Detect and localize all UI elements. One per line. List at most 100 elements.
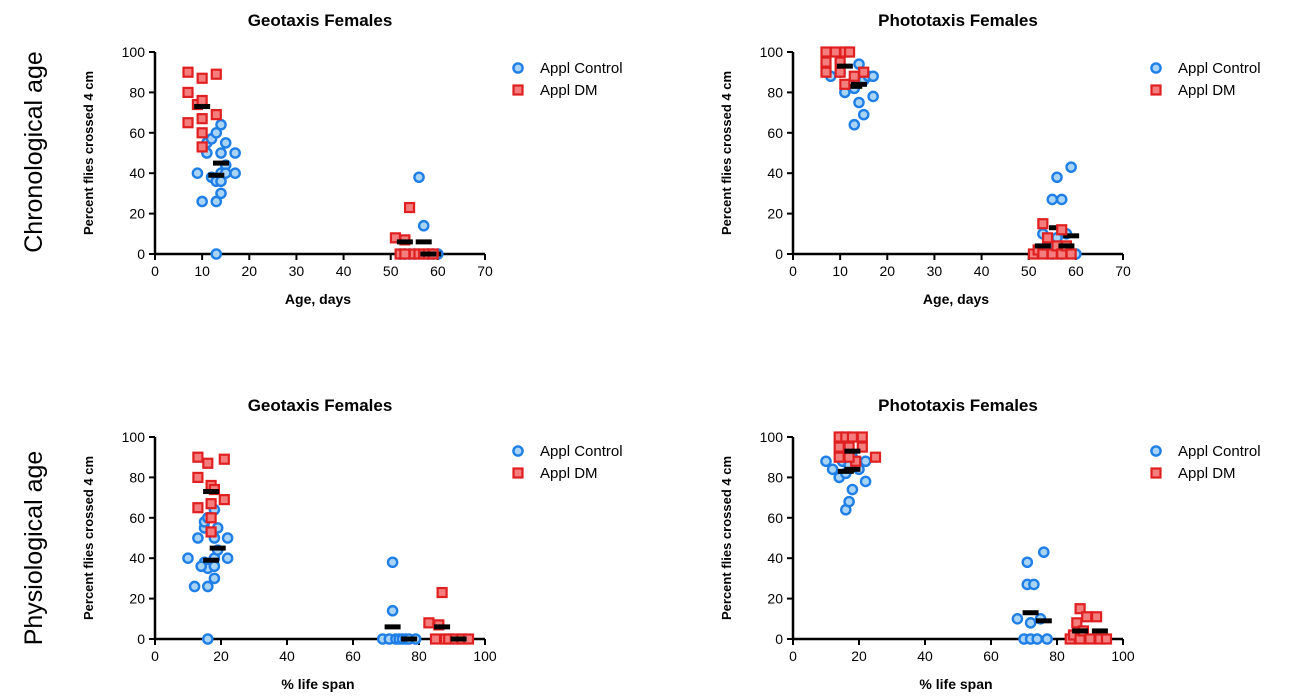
dm-point [399,248,411,260]
dm-point [205,512,217,524]
control-point [1031,633,1043,645]
x-tick-label: 40 [917,648,933,664]
y-tick-label: 60 [767,510,783,526]
mean-bar [401,636,418,642]
mean-bar [851,81,867,87]
chart-panel-2: Phototaxis Females 0 20 40 60 80 100 0 10 20 30 40 5… [719,11,1261,307]
x-tick-label: 10 [194,263,210,279]
legend-label: Appl DM [540,82,598,99]
y-tick-label: 0 [775,246,783,262]
control-point [859,455,872,468]
dm-point [856,431,868,443]
dm-point [843,46,856,58]
mean-bar [1058,243,1075,249]
control-point [208,560,221,573]
legend-dm-marker [1150,467,1162,479]
control-point [1051,171,1063,184]
chart-title: Geotaxis Females [248,11,393,30]
legend-dm-marker [512,467,524,479]
dm-point [1041,232,1054,244]
dm-point [1037,218,1049,230]
y-tick-label: 0 [137,246,145,262]
control-point [1041,633,1053,645]
control-point [1028,578,1040,591]
legend-label: Appl Control [1178,60,1261,77]
control-point [215,187,227,200]
dm-point [196,141,208,153]
y-tick-label: 80 [767,84,783,100]
row-label: Physiological age [20,451,48,646]
y-tick-label: 40 [767,165,783,181]
mean-bar [1091,628,1108,634]
dm-point [182,86,194,99]
dm-point [843,451,855,463]
control-point [413,171,425,184]
control-point [1021,556,1034,569]
y-tick-label: 0 [775,631,783,647]
mean-bar [384,624,401,630]
control-point [1065,161,1077,173]
y-tick-label: 100 [122,429,146,445]
control-point [208,572,221,585]
legend-dm-marker [1150,84,1162,96]
control-point [192,532,204,544]
mean-bar [844,448,861,454]
mean-bar [450,636,467,642]
dm-point [848,70,860,82]
mean-bar [213,160,229,166]
x-tick-label: 0 [151,263,159,279]
chart-panel-4: Phototaxis Females 0 20 40 60 80 100 0 20 40 60 80 1… [719,396,1261,692]
dm-point [210,68,222,80]
mean-bar [434,624,451,630]
dm-point [1090,611,1103,623]
dm-point [869,451,882,463]
dm-point [202,457,214,469]
control-point [201,580,214,593]
dm-point [858,66,870,78]
legend-control-marker [512,445,524,457]
y-tick-label: 40 [129,165,145,181]
legend-dm-marker [512,84,524,96]
dm-point [1071,617,1083,629]
dm-point [196,94,208,107]
dm-point [210,109,222,121]
dm-point [196,113,208,125]
x-tick-label: 70 [477,263,493,279]
mean-bar [208,172,225,178]
control-point [201,633,214,645]
mean-bar [1072,628,1089,634]
control-point [843,495,855,508]
y-tick-label: 40 [129,550,145,566]
control-point [221,552,234,565]
dm-point [820,66,832,78]
dm-point [196,72,208,84]
dm-point [192,451,204,463]
dm-point [196,127,208,139]
dm-point [834,66,846,78]
legend-label: Appl DM [1178,82,1236,99]
mean-bar [1063,233,1080,239]
dm-point [829,46,842,58]
control-point [182,552,194,565]
mean-bar [203,557,220,563]
y-tick-label: 60 [129,125,145,141]
x-axis-label: Age, days [285,291,351,307]
control-point [195,560,207,573]
y-tick-label: 100 [122,44,146,60]
control-point [853,96,865,109]
dm-point [1056,224,1068,236]
dm-point [820,56,832,68]
control-point [867,70,879,83]
x-tick-label: 70 [1115,263,1131,279]
dm-point [833,451,845,463]
control-point [219,137,232,149]
mean-bar [1022,610,1039,616]
chart-panel-1: Geotaxis Females 0 20 40 60 80 100 0 10 20 30 40 50 6… [81,11,623,307]
y-tick-label: 60 [129,510,145,526]
y-tick-label: 80 [129,84,145,100]
mean-bar [844,466,861,472]
y-tick-label: 20 [129,206,145,222]
legend-label: Appl Control [540,443,623,460]
control-point [1024,617,1037,629]
